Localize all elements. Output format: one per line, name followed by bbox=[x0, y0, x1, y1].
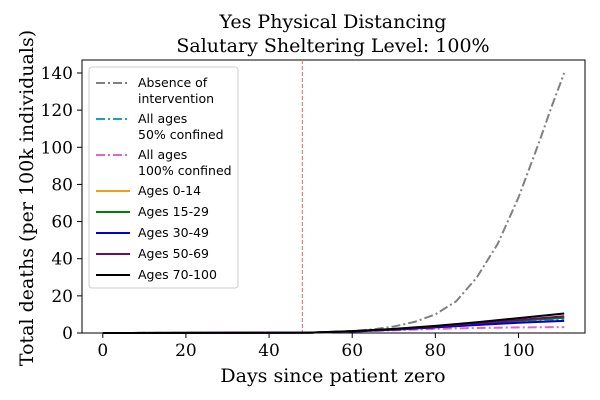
x-axis-label: Days since patient zero bbox=[220, 365, 445, 387]
plot-area: 0 20 40 60 80 100 0 20 40 60 80 100 120 140 Absence of… bbox=[41, 59, 586, 361]
y-tick-label: 120 bbox=[41, 101, 73, 121]
legend-label-1: 50% confined bbox=[138, 127, 224, 142]
legend-label-6: Ages 50-69 bbox=[138, 246, 209, 261]
y-tick-label: 100 bbox=[41, 138, 73, 158]
legend-label-1: All ages bbox=[138, 111, 187, 126]
y-tick-label: 140 bbox=[41, 64, 73, 84]
chart-title-line-2: Salutary Sheltering Level: 100% bbox=[176, 35, 489, 57]
series-line-7 bbox=[102, 312, 565, 334]
legend-label-4: Ages 15-29 bbox=[138, 204, 209, 219]
legend-label-0: Absence of bbox=[138, 75, 208, 90]
y-axis-label: Total deaths (per 100k individuals) bbox=[16, 30, 38, 366]
y-tick-label: 0 bbox=[62, 324, 73, 344]
series-line-0 bbox=[102, 72, 566, 334]
legend-label-7: Ages 70-100 bbox=[138, 267, 217, 282]
y-tick-label: 60 bbox=[51, 213, 73, 233]
y-tick-label: 20 bbox=[51, 287, 73, 307]
x-tick-label: 40 bbox=[258, 341, 280, 361]
chart-title-line-1: Yes Physical Distancing bbox=[219, 11, 447, 33]
legend-label-0: intervention bbox=[138, 91, 214, 106]
legend-label-2: All ages bbox=[138, 147, 187, 162]
legend-label-2: 100% confined bbox=[138, 163, 232, 178]
y-tick-label: 80 bbox=[51, 175, 73, 195]
plot-frame bbox=[81, 59, 586, 334]
legend-label-3: Ages 0-14 bbox=[138, 183, 201, 198]
x-tick-label: 20 bbox=[175, 341, 197, 361]
legend-label-5: Ages 30-49 bbox=[138, 225, 209, 240]
x-tick-label: 60 bbox=[341, 341, 363, 361]
x-tick-label: 100 bbox=[502, 341, 534, 361]
x-tick-label: 0 bbox=[97, 341, 108, 361]
x-tick-label: 80 bbox=[425, 341, 447, 361]
y-tick-label: 40 bbox=[51, 250, 73, 270]
